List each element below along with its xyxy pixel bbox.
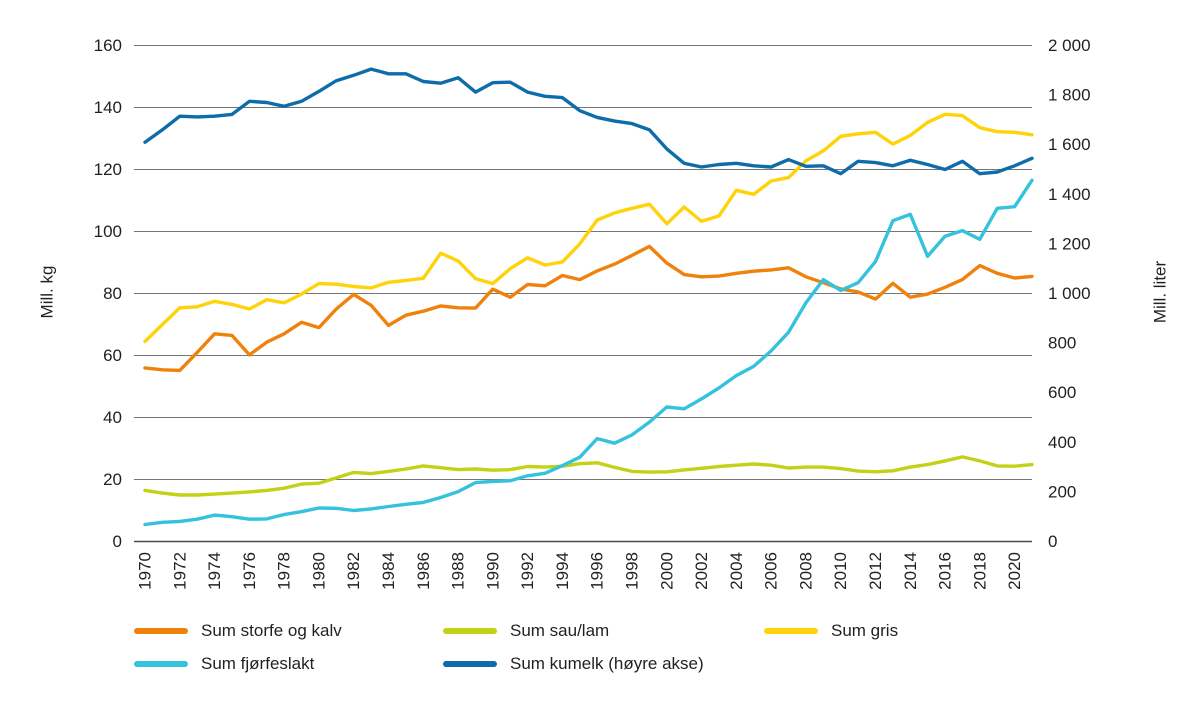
right-axis-tick-label: 400 xyxy=(1048,433,1076,452)
series-line-sum-gris xyxy=(143,112,1034,344)
x-axis-tick-label: 1972 xyxy=(170,552,189,590)
x-axis-tick-label: 2004 xyxy=(727,552,746,590)
right-axis-tick-label: 0 xyxy=(1048,532,1057,551)
legend-label-sum-gris: Sum gris xyxy=(831,621,899,640)
legend-item-sum-kumelk: Sum kumelk (høyre akse) xyxy=(443,654,704,674)
left-axis-tick-label: 160 xyxy=(94,36,122,55)
x-axis-tick-label: 1998 xyxy=(622,552,641,590)
x-axis-tick-label: 2018 xyxy=(970,552,989,590)
legend-item-sum-gris: Sum gris xyxy=(764,621,898,641)
legend-swatch-sum-storfe-og-kalv xyxy=(134,628,188,634)
legend-swatch-sum-sau-lam xyxy=(443,628,497,634)
legend-label-sum-sau-lam: Sum sau/lam xyxy=(510,621,610,640)
x-axis-tick-label: 1984 xyxy=(379,552,398,590)
right-axis-tick-label: 2 000 xyxy=(1048,36,1091,55)
x-axis-tick-label: 2008 xyxy=(796,552,815,590)
x-axis-tick-label: 1992 xyxy=(518,552,537,590)
legend-item-sum-sau-lam: Sum sau/lam xyxy=(443,621,609,641)
legend-item-sum-storfe-og-kalv: Sum storfe og kalv xyxy=(134,621,342,641)
left-axis-title: Mill. kg xyxy=(38,266,57,319)
right-axis-tick-label: 1 800 xyxy=(1048,86,1091,105)
x-axis-tick-label: 1978 xyxy=(275,552,294,590)
legend-swatch-sum-gris xyxy=(764,628,818,634)
legend-label-sum-storfe-og-kalv: Sum storfe og kalv xyxy=(201,621,342,640)
x-axis-tick-label: 2000 xyxy=(657,552,676,590)
legend-item-sum-fjorfeslakt: Sum fjørfeslakt xyxy=(134,654,314,674)
x-axis-tick-label: 1970 xyxy=(136,552,155,590)
right-axis-tick-label: 1 600 xyxy=(1048,135,1091,154)
series-line-sum-fj-rfeslakt xyxy=(143,178,1034,527)
left-axis-tick-label: 40 xyxy=(103,408,122,427)
left-axis-tick-label: 100 xyxy=(94,222,122,241)
x-axis-tick-label: 1982 xyxy=(344,552,363,590)
x-axis-tick-label: 1988 xyxy=(449,552,468,590)
legend-swatch-sum-fjorfeslakt xyxy=(134,661,188,667)
x-axis-tick-label: 1974 xyxy=(205,552,224,590)
legend-swatch-sum-kumelk xyxy=(443,661,497,667)
series-line-sum-sau-lam xyxy=(143,455,1034,497)
x-axis-tick-label: 2016 xyxy=(936,552,955,590)
x-axis-tick-label: 2010 xyxy=(831,552,850,590)
x-axis-tick-label: 1990 xyxy=(483,552,502,590)
x-axis-tick-label: 2002 xyxy=(692,552,711,590)
x-axis-tick-label: 1986 xyxy=(414,552,433,590)
series-line-sum-storfe-og-kalv xyxy=(143,244,1034,373)
x-axis-tick-label: 1980 xyxy=(309,552,328,590)
left-axis-tick-label: 80 xyxy=(103,284,122,303)
x-axis-tick-label: 1996 xyxy=(588,552,607,590)
left-axis-tick-label: 60 xyxy=(103,346,122,365)
left-axis-tick-label: 20 xyxy=(103,470,122,489)
right-axis-tick-label: 1 200 xyxy=(1048,234,1091,253)
right-axis-tick-label: 600 xyxy=(1048,383,1076,402)
right-axis-tick-label: 800 xyxy=(1048,334,1076,353)
right-axis-tick-label: 200 xyxy=(1048,482,1076,501)
left-axis-tick-label: 140 xyxy=(94,98,122,117)
x-axis-tick-label: 1976 xyxy=(240,552,259,590)
legend-label-sum-kumelk: Sum kumelk (høyre akse) xyxy=(510,654,704,673)
series-line-sum-kumelk-h-yre-akse- xyxy=(143,67,1034,176)
x-axis-tick-label: 2014 xyxy=(901,552,920,590)
left-axis-tick-label: 0 xyxy=(113,532,122,551)
right-axis-tick-label: 1 000 xyxy=(1048,284,1091,303)
right-axis-tick-label: 1 400 xyxy=(1048,185,1091,204)
left-axis-tick-label: 120 xyxy=(94,160,122,179)
x-axis-tick-label: 2020 xyxy=(1005,552,1024,590)
right-axis-title: Mill. liter xyxy=(1151,261,1170,324)
legend-label-sum-fjorfeslakt: Sum fjørfeslakt xyxy=(201,654,315,673)
x-axis-tick-label: 2012 xyxy=(866,552,885,590)
x-axis-tick-label: 2006 xyxy=(762,552,781,590)
x-axis-tick-label: 1994 xyxy=(553,552,572,590)
